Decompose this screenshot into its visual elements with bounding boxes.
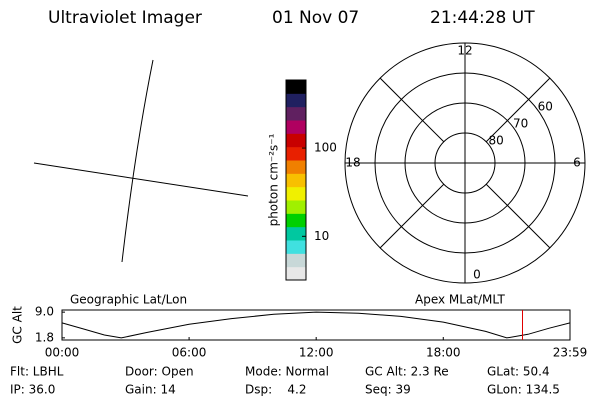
- x-tick-label: 12:00: [299, 346, 334, 360]
- parallel: [33, 162, 249, 197]
- info-field: Door: Open: [125, 365, 194, 379]
- polar-grid: 60 70 80 12 18 0 6: [344, 42, 586, 284]
- info-field: Mode: Normal: [245, 365, 329, 379]
- mlt-label: 18: [345, 156, 360, 170]
- info-field: GC Alt: 2.3 Re: [365, 365, 449, 379]
- info-field: Flt: LBHL: [10, 365, 64, 379]
- colorbar-segment: [286, 240, 306, 254]
- colorbar-segment: [286, 266, 306, 281]
- colorbar-segment: [286, 93, 306, 108]
- colorbar-segment: [286, 160, 306, 174]
- info-field: Seq: 39: [365, 383, 411, 397]
- lat-ring-label: 80: [488, 134, 503, 148]
- colorbar-segment: [286, 200, 306, 214]
- mlt-label: 0: [473, 268, 481, 282]
- colorbar: 10 100: [285, 79, 337, 281]
- colorbar-segment: [286, 133, 306, 148]
- mlt-diagonal: [485, 183, 551, 249]
- plot-title: Geographic Lat/Lon: [70, 293, 187, 307]
- y-tick-label: 1.8: [35, 330, 54, 344]
- x-tick-label: 00:00: [45, 346, 80, 360]
- lat-ring-label: 70: [513, 116, 528, 130]
- y-axis-label: GC Alt: [11, 306, 25, 344]
- x-tick-label: 06:00: [172, 346, 207, 360]
- y-tick-label: 9.0: [35, 305, 54, 319]
- info-panel: Flt: LBHL Door: Open Mode: Normal GC Alt: 2…: [10, 365, 560, 397]
- date: 01 Nov 07: [272, 8, 359, 28]
- mlt-diagonal: [485, 77, 551, 143]
- colorbar-frame: [285, 79, 307, 281]
- lat-lon-lines: [33, 59, 249, 263]
- colorbar-segment: [286, 186, 306, 201]
- mlt-diagonal: [379, 77, 445, 143]
- meridian: [121, 59, 154, 263]
- colorbar-segment: [286, 80, 306, 94]
- mlt-label: 12: [457, 44, 472, 58]
- colorbar-segment: [286, 253, 306, 268]
- colorbar-segment: [286, 173, 306, 188]
- altitude-plot: 00:00 06:00 12:00 18:00 23:59 1.8 9.0: [35, 305, 587, 360]
- x-tick-label: 18:00: [426, 346, 461, 360]
- lat-ring-label: 60: [538, 99, 553, 113]
- colorbar-segment: [286, 226, 306, 241]
- colorbar-segment: [286, 146, 306, 161]
- info-field: GLat: 50.4: [487, 365, 550, 379]
- info-field: Dsp: 4.2: [245, 383, 307, 397]
- colorbar-label: photon cm⁻²s⁻¹: [267, 133, 281, 226]
- mlt-diagonal: [379, 183, 445, 249]
- time: 21:44:28 UT: [430, 8, 535, 28]
- mlt-label: 6: [573, 156, 581, 170]
- title: Ultraviolet Imager: [48, 8, 202, 28]
- altitude-line: [61, 311, 571, 339]
- plot-subtitle: Apex MLat/MLT: [415, 293, 505, 307]
- colorbar-segment: [286, 213, 306, 228]
- info-field: Gain: 14: [125, 383, 176, 397]
- colorbar-tick-label: 100: [314, 141, 337, 155]
- plot-frame: [61, 309, 571, 341]
- info-field: IP: 36.0: [10, 383, 55, 397]
- colorbar-segment: [286, 120, 306, 134]
- x-tick-label: 23:59: [553, 346, 588, 360]
- colorbar-tick-label: 10: [314, 229, 329, 243]
- info-field: GLon: 134.5: [487, 383, 560, 397]
- colorbar-segment: [286, 106, 306, 121]
